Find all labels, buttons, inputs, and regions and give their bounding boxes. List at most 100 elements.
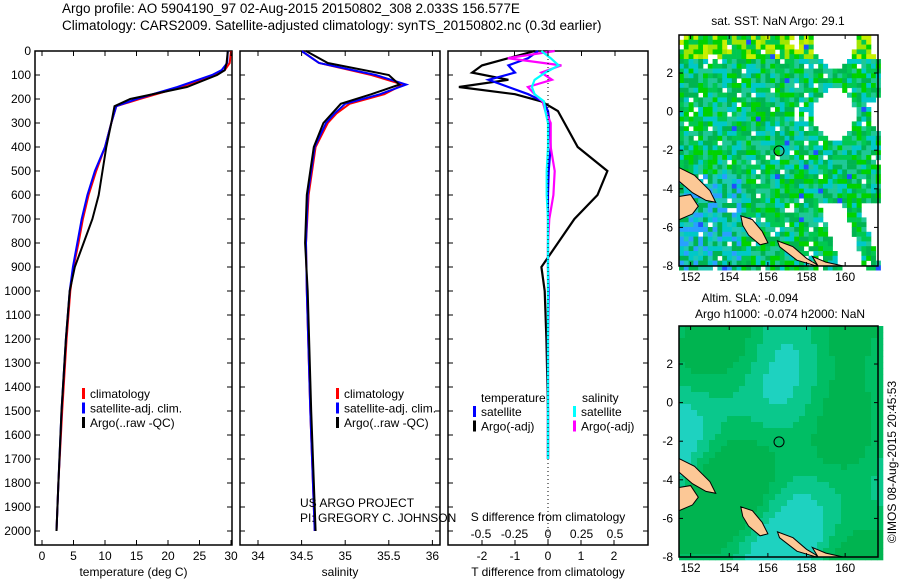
map-cell <box>721 386 728 393</box>
map-cell <box>703 49 709 55</box>
map-cell <box>871 251 877 257</box>
map-cell <box>721 518 728 525</box>
map-cell <box>835 548 842 555</box>
map-cell <box>789 265 795 271</box>
map-cell <box>679 428 686 435</box>
map-cell <box>731 179 737 185</box>
map-cell <box>755 102 761 108</box>
map-cell <box>775 73 781 79</box>
series-line-argo-raw-qc- <box>304 50 402 532</box>
map-cell <box>763 356 770 363</box>
map-cell <box>856 241 862 247</box>
map-cell <box>733 548 740 555</box>
map-cell <box>799 374 806 381</box>
map-cell <box>847 422 854 429</box>
map-cell <box>683 222 689 228</box>
map-cell <box>736 159 742 165</box>
map-cell <box>731 193 737 199</box>
map-cell <box>817 458 824 465</box>
map-cell <box>787 488 794 495</box>
map-cell <box>835 386 842 393</box>
map-cell <box>698 164 704 170</box>
map-cell <box>805 386 812 393</box>
map-cell <box>685 356 692 363</box>
map-cell <box>841 512 848 519</box>
map-cell <box>877 416 884 423</box>
map-cell <box>823 150 829 156</box>
map-cell <box>765 159 771 165</box>
map-cell <box>808 131 814 137</box>
map-cell <box>751 434 758 441</box>
map-cell <box>829 488 836 495</box>
map-cell <box>717 265 723 271</box>
map-cell <box>745 446 752 453</box>
map-cell <box>741 35 747 41</box>
map-cell <box>799 410 806 417</box>
map-cell <box>835 338 842 345</box>
map-cell <box>691 356 698 363</box>
map-cell <box>799 116 805 122</box>
map-cell <box>703 121 709 127</box>
map-cell <box>808 255 814 261</box>
map-cell <box>813 265 819 271</box>
map-cell <box>698 135 704 141</box>
map-cell <box>746 92 752 98</box>
map-cell <box>712 260 718 266</box>
map-cell <box>703 326 710 333</box>
legend-swatch <box>82 402 85 414</box>
map-cell <box>799 145 805 151</box>
map-cell <box>823 386 830 393</box>
map-cell <box>688 39 694 45</box>
map-cell <box>751 59 757 65</box>
map-cell <box>717 150 723 156</box>
map-cell <box>727 512 734 519</box>
map-cell <box>847 83 853 89</box>
map-cell <box>757 362 764 369</box>
map-cell <box>835 344 842 351</box>
argo-location-marker <box>773 436 785 448</box>
map-cell <box>722 107 728 113</box>
map-cell <box>847 78 853 84</box>
map-cell <box>842 193 848 199</box>
map-cell <box>751 362 758 369</box>
map-cell <box>779 155 785 161</box>
map-cell <box>775 131 781 137</box>
map-cell <box>837 188 843 194</box>
map-cell <box>823 524 830 531</box>
map-cell <box>769 524 776 531</box>
map-cell <box>679 150 685 156</box>
map-x-tick-label: 156 <box>758 270 778 284</box>
map-cell <box>722 231 728 237</box>
map-cell <box>832 145 838 151</box>
sla-map-title: Altim. SLA: -0.094 <box>702 291 799 305</box>
map-cell <box>709 338 716 345</box>
map-cell <box>757 440 764 447</box>
map-cell <box>709 548 716 555</box>
map-cell <box>871 169 877 175</box>
map-cell <box>727 107 733 113</box>
map-cell <box>721 362 728 369</box>
map-cell <box>755 198 761 204</box>
map-cell <box>799 164 805 170</box>
map-cell <box>691 380 698 387</box>
map-cell <box>784 231 790 237</box>
map-cell <box>775 164 781 170</box>
map-cell <box>805 338 812 345</box>
map-cell <box>741 107 747 113</box>
map-cell <box>727 458 734 465</box>
map-cell <box>813 227 819 233</box>
map-cell <box>823 265 829 271</box>
map-cell <box>794 241 800 247</box>
map-cell <box>794 164 800 170</box>
map-cell <box>770 188 776 194</box>
map-cell <box>755 44 761 50</box>
map-cell <box>722 183 728 189</box>
map-cell <box>877 356 884 363</box>
map-cell <box>717 227 723 233</box>
legend-swatch <box>336 417 339 428</box>
map-cell <box>813 212 819 218</box>
map-cell <box>781 362 788 369</box>
map-cell <box>781 530 788 537</box>
map-cell <box>853 380 860 387</box>
map-cell <box>683 97 689 103</box>
